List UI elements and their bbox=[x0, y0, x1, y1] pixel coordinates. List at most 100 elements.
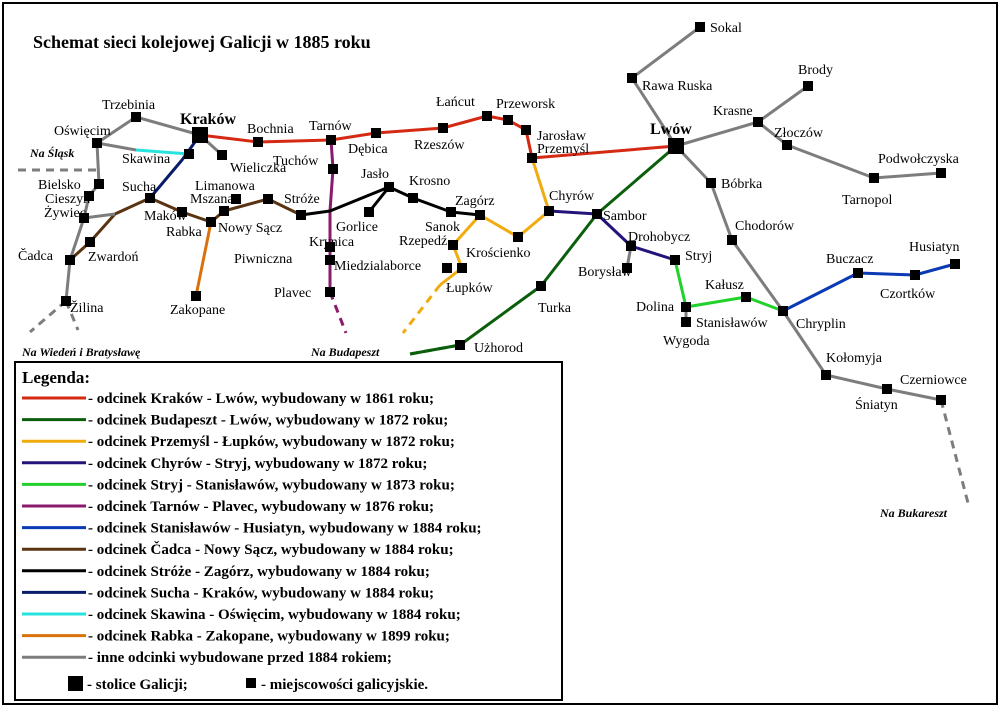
town-label-nowysacz: Nowy Sącz bbox=[218, 221, 282, 236]
town-marker-lupkow bbox=[457, 263, 467, 273]
town-label-oswiecim: Oświęcim bbox=[54, 124, 111, 139]
town-marker-przeworsk bbox=[503, 115, 513, 125]
direction-label-budapeszt: Na Budapeszt bbox=[310, 345, 380, 359]
town-markers bbox=[61, 22, 960, 405]
legend-town-text: - miejscowości galicyjskie. bbox=[261, 677, 428, 693]
town-marker-sucha bbox=[145, 193, 155, 203]
town-label-piwniczna: Piwniczna bbox=[234, 252, 293, 267]
town-label-krakow: Kraków bbox=[180, 111, 236, 128]
town-label-wieliczka: Wieliczka bbox=[230, 161, 287, 176]
legend-town-marker bbox=[246, 678, 256, 688]
legend-entry-text-rabka_zakopane: - odcinek Rabka - Zakopane, wybudowany w… bbox=[88, 629, 450, 645]
town-label-zywiec: Żywiec bbox=[44, 205, 86, 221]
town-marker-tarnopol bbox=[869, 173, 879, 183]
town-marker-oswiecim bbox=[92, 138, 102, 148]
town-marker-lwow bbox=[668, 138, 684, 154]
town-marker-buczacz bbox=[853, 268, 863, 278]
town-label-przeworsk: Przeworsk bbox=[496, 97, 555, 112]
town-marker-drohobycz bbox=[626, 241, 636, 251]
town-label-debica: Dębica bbox=[348, 142, 388, 157]
town-label-tarnopol: Tarnopol bbox=[842, 193, 892, 208]
town-labels: Kraków Lwów Sokal Rawa Ruska Brody Krasne Złoc… bbox=[18, 21, 967, 413]
town-marker-turka bbox=[536, 281, 546, 291]
town-label-rzeszow: Rzeszów bbox=[414, 138, 465, 153]
town-label-brody: Brody bbox=[798, 63, 833, 78]
town-marker-chryplin bbox=[778, 306, 788, 316]
legend-entry-text-krakow_lwow: - odcinek Kraków - Lwów, wybudowany w 18… bbox=[88, 391, 434, 407]
town-label-zloczow: Złoczów bbox=[774, 126, 824, 141]
town-marker-sniatyn bbox=[882, 384, 892, 394]
rail-line-stryj_stanislawow-4 bbox=[673, 259, 784, 313]
town-marker-nowysacz bbox=[263, 194, 273, 204]
town-label-tuchow: Tuchów bbox=[273, 154, 319, 169]
town-label-zwardon: Zwardoń bbox=[88, 250, 139, 265]
legend-entry-text-chyrow_stryj: - odcinek Chyrów - Stryj, wybudowany w 1… bbox=[88, 456, 427, 472]
legend-capital-text: - stolice Galicji; bbox=[87, 677, 188, 693]
rail-dashed-other-6 bbox=[939, 399, 970, 504]
town-label-bielsko: Bielsko bbox=[38, 178, 81, 193]
map-title: Schemat sieci kolejowej Galicji w 1885 r… bbox=[33, 32, 371, 52]
town-marker-zwardon bbox=[85, 237, 95, 247]
legend-entry-text-skawina_oswiecim: - odcinek Skawina - Oświęcim, wybudowany… bbox=[88, 607, 461, 623]
town-label-jaslo: Jasło bbox=[361, 167, 389, 182]
town-marker-podwol bbox=[936, 168, 946, 178]
town-label-gorlice: Gorlice bbox=[336, 220, 378, 235]
legend-entry-text-stryj_stanislawow: - odcinek Stryj - Stanisławów, wybudowan… bbox=[88, 477, 455, 493]
town-marker-chodorow bbox=[727, 235, 737, 245]
town-marker-rzeszow bbox=[438, 123, 448, 133]
town-marker-sambor bbox=[592, 209, 602, 219]
town-label-stryj: Stryj bbox=[685, 249, 712, 264]
town-label-stroze: Stróże bbox=[284, 192, 320, 207]
town-label-kroscienko: Krościenko bbox=[466, 246, 531, 261]
town-marker-boryslaw bbox=[622, 263, 632, 273]
town-label-rabka: Rabka bbox=[166, 225, 203, 240]
rail-line-krakow_lwow-0 bbox=[199, 114, 677, 160]
rail-line-other-15 bbox=[96, 141, 137, 152]
town-label-zakopane: Zakopane bbox=[170, 303, 225, 318]
town-marker-trzebinia bbox=[131, 112, 141, 122]
town-marker-jaslo bbox=[384, 182, 394, 192]
town-label-lupkow: Łupków bbox=[446, 281, 494, 296]
town-marker-kroscienko bbox=[513, 232, 523, 242]
town-label-stanislawow: Stanisławów bbox=[696, 316, 768, 331]
town-label-uzhorod: Użhorod bbox=[474, 341, 523, 356]
town-marker-stryj bbox=[670, 255, 680, 265]
rail-line-rabka_zakopane-12 bbox=[194, 221, 213, 297]
town-marker-cieszyn bbox=[84, 191, 94, 201]
rail-line-stanislawow_husiatyn-6 bbox=[782, 262, 956, 313]
legend-entry-text-stroze_zagorz: - odcinek Stróże - Zagórz, wybudowany w … bbox=[88, 564, 430, 580]
town-marker-zakopane bbox=[191, 291, 201, 301]
rail-line-other-22 bbox=[674, 144, 785, 312]
town-label-czerniowce: Czerniowce bbox=[900, 373, 967, 388]
legend-entry-text-sucha_krakow: - odcinek Sucha - Kraków, wybudowany w 1… bbox=[88, 585, 434, 601]
town-label-zagorz: Zagórz bbox=[455, 194, 495, 209]
town-marker-piwniczna bbox=[325, 255, 335, 265]
rail-line-other-18 bbox=[83, 212, 116, 220]
town-label-kalusz: Kałusz bbox=[705, 278, 744, 293]
rail-dashed-budapeszt_lwow-5 bbox=[409, 343, 461, 356]
town-marker-czortkow bbox=[910, 270, 920, 280]
town-label-sniatyn: Śniatyn bbox=[855, 396, 898, 413]
rail-line-chyrow_stryj-3 bbox=[548, 209, 676, 262]
town-marker-miedzilaborce bbox=[442, 263, 452, 273]
town-marker-krakow bbox=[192, 127, 208, 143]
town-marker-tarnow bbox=[326, 135, 336, 145]
town-label-sambor: Sambor bbox=[603, 209, 647, 224]
town-label-sanok: Sanok bbox=[425, 220, 460, 235]
rail-line-skawina_oswiecim-11 bbox=[135, 148, 190, 156]
town-marker-brody bbox=[803, 81, 813, 91]
town-label-husiatyn: Husiatyn bbox=[909, 240, 960, 255]
direction-label-bukareszt: Na Bukareszt bbox=[879, 506, 948, 520]
town-marker-husiatyn bbox=[950, 259, 960, 269]
town-marker-zloczow bbox=[782, 140, 792, 150]
town-label-limanowa: Limanowa bbox=[195, 179, 256, 194]
rail-line-other-13 bbox=[135, 115, 201, 137]
town-label-makow: Maków bbox=[144, 209, 188, 224]
town-label-dolina: Dolina bbox=[636, 300, 675, 315]
rail-line-other-23 bbox=[781, 310, 942, 402]
rail-dashed-tarnow_plavec-3 bbox=[328, 291, 348, 334]
town-label-buczacz: Buczacz bbox=[826, 252, 873, 267]
town-marker-stroze bbox=[296, 210, 306, 220]
town-label-krynica: Krynica bbox=[309, 235, 355, 250]
